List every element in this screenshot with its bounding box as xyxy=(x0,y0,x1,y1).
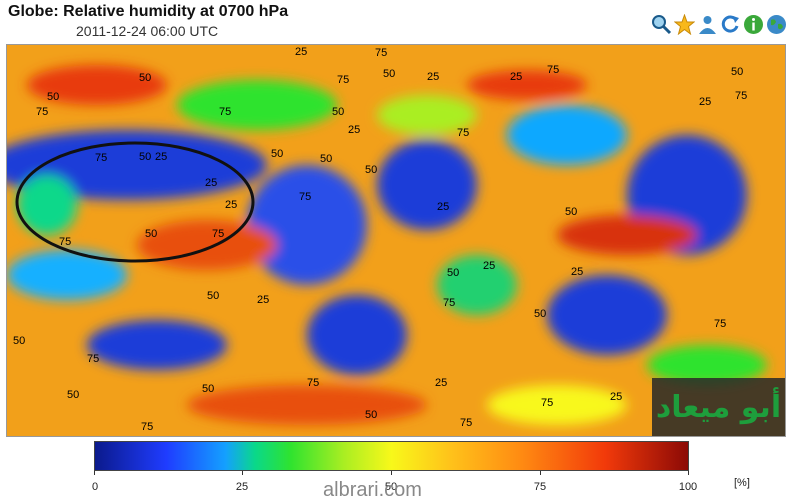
contour-label: 50 xyxy=(139,72,152,84)
contour-label: 50 xyxy=(67,389,80,401)
colorbar-tick xyxy=(688,471,689,475)
colorbar-tick xyxy=(242,471,243,475)
contour-label: 50 xyxy=(271,148,284,160)
contour-label: 25 xyxy=(295,46,308,58)
contour-label: 25 xyxy=(510,71,523,83)
contour-label: 50 xyxy=(383,68,396,80)
user-icon[interactable] xyxy=(697,14,718,35)
contour-label: 50 xyxy=(565,206,578,218)
contour-label: 75 xyxy=(87,353,100,365)
colorbar xyxy=(94,441,689,471)
contour-label: 75 xyxy=(36,106,49,118)
contour-label: 75 xyxy=(337,74,350,86)
contour-label: 50 xyxy=(320,153,333,165)
contour-label: 75 xyxy=(735,90,748,102)
contour-label: 50 xyxy=(145,228,158,240)
site-watermark: albrari.com xyxy=(323,479,422,501)
page-title: Globe: Relative humidity at 0700 hPa xyxy=(8,3,289,20)
colorbar-tick xyxy=(391,471,392,475)
contour-label: 25 xyxy=(225,199,238,211)
watermark: أبو ميعاد xyxy=(652,378,785,436)
contour-label: 75 xyxy=(219,106,232,118)
contour-label: 25 xyxy=(699,96,712,108)
contour-label: 75 xyxy=(299,191,312,203)
contour-label: 25 xyxy=(571,266,584,278)
colorbar-tick-label: 50 xyxy=(384,481,398,493)
contour-label: 75 xyxy=(547,64,560,76)
contour-label: 50 xyxy=(47,91,60,103)
contour-label: 50 xyxy=(202,383,215,395)
colorbar-tick-label: 0 xyxy=(91,481,99,493)
contour-label: 50 xyxy=(332,106,345,118)
contour-label: 50 xyxy=(534,308,547,320)
timestamp: 2011-12-24 06:00 UTC xyxy=(76,23,219,39)
contour-label: 25 xyxy=(435,377,448,389)
colorbar-tick xyxy=(94,471,95,475)
humidity-field xyxy=(7,45,785,436)
contour-label: 75 xyxy=(212,228,225,240)
contour-label: 25 xyxy=(610,391,623,403)
contour-label: 25 xyxy=(155,151,168,163)
contour-label: 25 xyxy=(205,177,218,189)
contour-label: 50 xyxy=(365,164,378,176)
colorbar-tick-label: 100 xyxy=(678,481,698,493)
colorbar-tick xyxy=(540,471,541,475)
star-icon[interactable] xyxy=(674,14,695,35)
contour-label: 75 xyxy=(541,397,554,409)
colorbar-tick-label: 25 xyxy=(235,481,249,493)
contour-label: 75 xyxy=(95,152,108,164)
contour-label: 75 xyxy=(443,297,456,309)
contour-label: 75 xyxy=(141,421,154,433)
search-icon[interactable] xyxy=(651,14,672,35)
contour-label: 75 xyxy=(714,318,727,330)
contour-label: 75 xyxy=(460,417,473,429)
contour-label: 75 xyxy=(457,127,470,139)
contour-label: 50 xyxy=(365,409,378,421)
contour-label: 25 xyxy=(437,201,450,213)
contour-label: 50 xyxy=(731,66,744,78)
contour-label: 25 xyxy=(348,124,361,136)
contour-label: 50 xyxy=(139,151,152,163)
contour-label: 50 xyxy=(447,267,460,279)
colorbar-unit: [%] xyxy=(734,477,750,489)
contour-label: 25 xyxy=(483,260,496,272)
contour-label: 25 xyxy=(257,294,270,306)
contour-label: 75 xyxy=(307,377,320,389)
contour-label: 75 xyxy=(375,47,388,59)
highlight-ellipse xyxy=(15,141,255,263)
globe-icon[interactable] xyxy=(766,14,787,35)
contour-label: 50 xyxy=(207,290,220,302)
contour-label: 50 xyxy=(13,335,26,347)
refresh-icon[interactable] xyxy=(720,14,741,35)
contour-label: 75 xyxy=(59,236,72,248)
colorbar-tick-label: 75 xyxy=(533,481,547,493)
toolbar xyxy=(651,14,787,35)
contour-label: 25 xyxy=(427,71,440,83)
info-icon[interactable] xyxy=(743,14,764,35)
humidity-map[interactable]: 75 25 50 75 25 50 75 25 50 75 50 75 25 2… xyxy=(6,44,786,437)
